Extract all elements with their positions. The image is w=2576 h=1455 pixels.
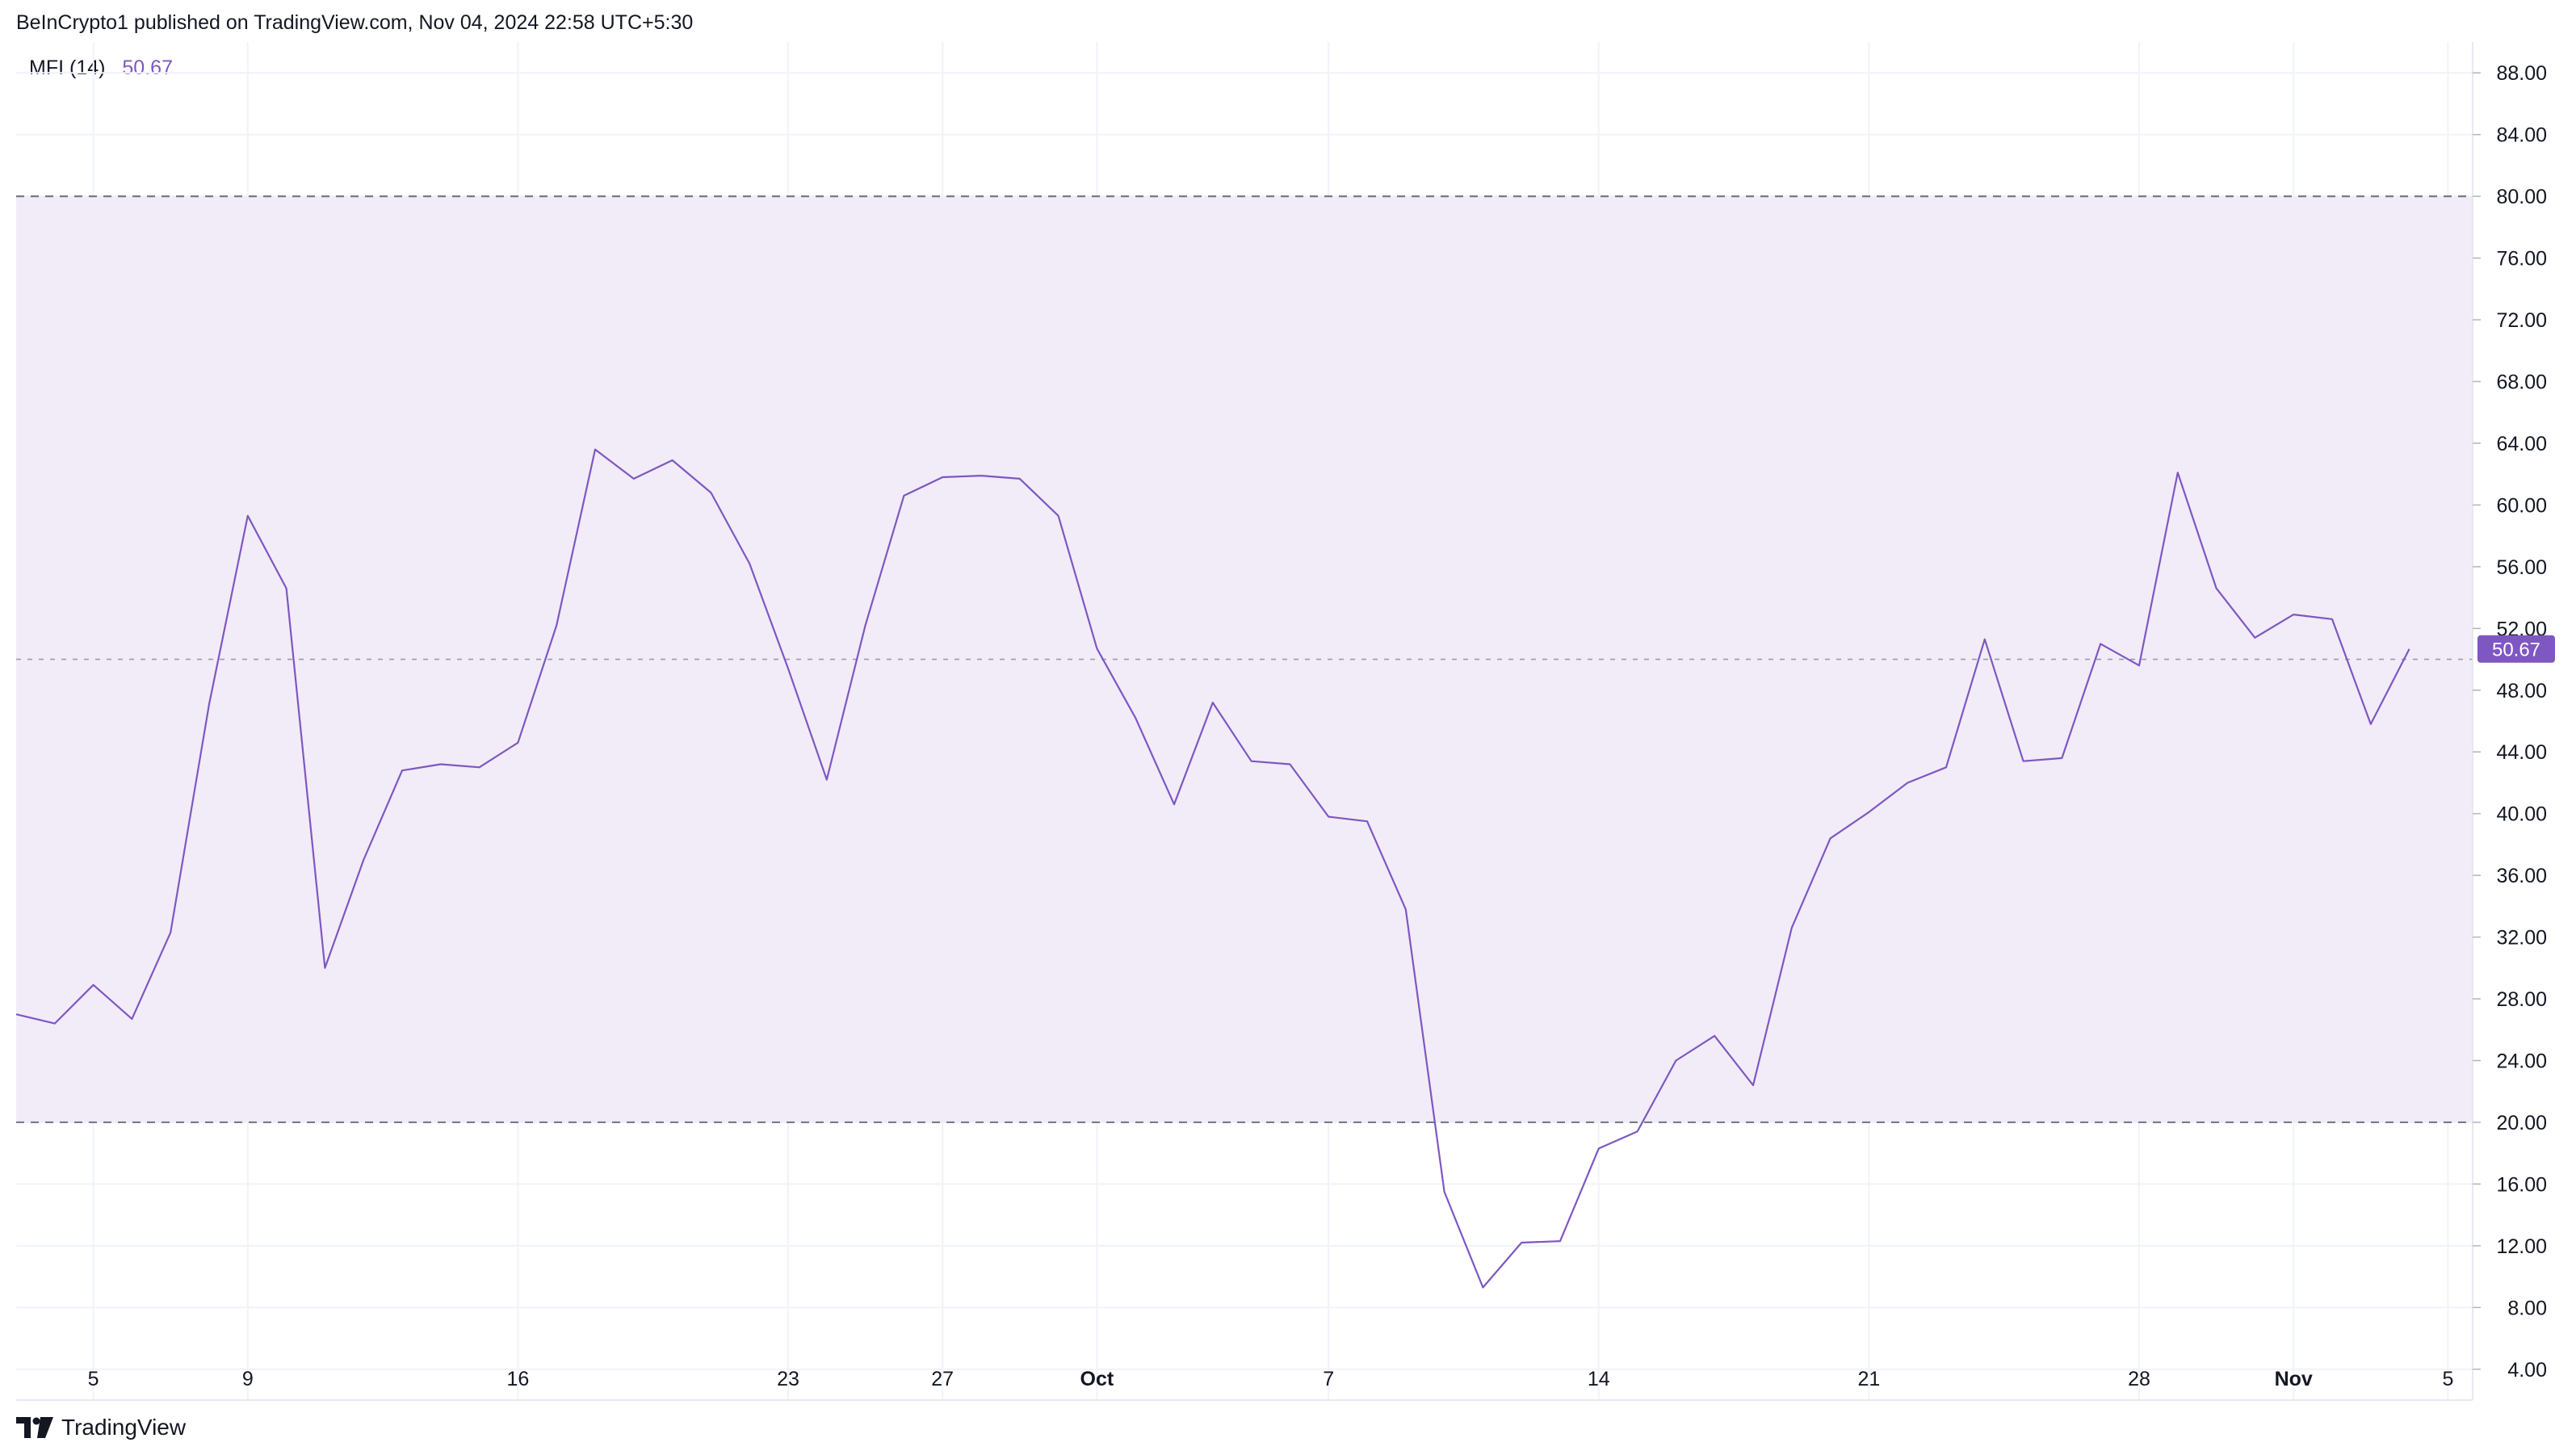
x-tick-label: Oct — [1080, 1368, 1114, 1390]
y-tick-label: 72.00 — [2496, 309, 2547, 332]
x-tick-label: 27 — [931, 1368, 954, 1390]
x-tick-label: 5 — [2442, 1368, 2453, 1390]
x-tick-label: 21 — [1857, 1368, 1880, 1390]
x-tick-label: 28 — [2128, 1368, 2150, 1390]
x-tick-label: 23 — [777, 1368, 799, 1390]
last-value-badge: 50.67 — [2477, 635, 2555, 663]
y-tick-label: 4.00 — [2507, 1359, 2547, 1382]
y-tick-label: 56.00 — [2496, 556, 2547, 579]
x-tick-label: 5 — [88, 1368, 99, 1390]
overbought-oversold-band — [16, 196, 2473, 1122]
x-tick-label: 14 — [1588, 1368, 1610, 1390]
y-tick-label: 40.00 — [2496, 803, 2547, 826]
indicator-value: 50.67 — [122, 57, 173, 79]
y-tick-label: 8.00 — [2507, 1297, 2547, 1319]
last-value-badge-bg — [2477, 635, 2555, 663]
tradingview-logo-icon — [16, 1417, 53, 1438]
y-tick-label: 60.00 — [2496, 494, 2547, 517]
y-tick-label: 32.00 — [2496, 927, 2547, 950]
footer[interactable]: TradingView — [16, 1415, 186, 1440]
y-tick-label: 20.00 — [2496, 1112, 2547, 1134]
y-tick-label: 64.00 — [2496, 433, 2547, 455]
x-tick-label: Nov — [2275, 1368, 2313, 1390]
price-scale[interactable]: 4.00 8.00 12.00 16.00 20.00 24.00 28.00 32.00 36… — [2473, 62, 2547, 1382]
publication-header: BeInCrypto1 published on TradingView.com… — [16, 11, 694, 34]
tradingview-brand: TradingView — [61, 1415, 187, 1440]
y-tick-label: 44.00 — [2496, 741, 2547, 764]
y-tick-label: 16.00 — [2496, 1173, 2547, 1196]
time-scale[interactable]: 5 9 16 23 27 Oct 7 14 21 28 Nov 5 — [88, 1368, 2454, 1390]
y-tick-label: 76.00 — [2496, 248, 2547, 270]
y-tick-label: 28.00 — [2496, 988, 2547, 1011]
band-lines — [16, 195, 2473, 1124]
y-tick-label: 80.00 — [2496, 186, 2547, 208]
x-tick-label: 7 — [1323, 1368, 1334, 1390]
y-tick-label: 24.00 — [2496, 1050, 2547, 1073]
y-tick-label: 12.00 — [2496, 1235, 2547, 1258]
mfi-series-line — [15, 448, 2410, 1289]
x-tick-label: 9 — [242, 1368, 254, 1390]
y-tick-label: 68.00 — [2496, 371, 2547, 394]
x-tick-label: 16 — [506, 1368, 529, 1390]
y-tick-label: 84.00 — [2496, 124, 2547, 147]
y-tick-label: 48.00 — [2496, 680, 2547, 702]
y-tick-label: 36.00 — [2496, 865, 2547, 887]
y-tick-label: 88.00 — [2496, 62, 2547, 85]
last-value-label: 50.67 — [2492, 639, 2540, 661]
